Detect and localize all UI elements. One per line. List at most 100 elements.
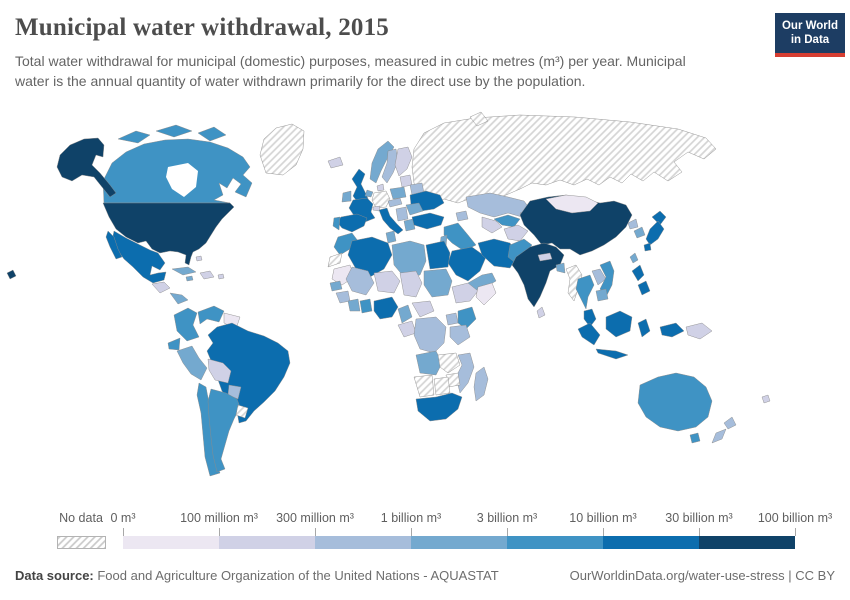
- country-tanzania[interactable]: [449, 324, 471, 346]
- country-drc[interactable]: [413, 316, 447, 354]
- country-nigeria[interactable]: [373, 296, 399, 320]
- country-vietnam[interactable]: [599, 260, 615, 298]
- country-hawaii-usa[interactable]: [6, 269, 17, 280]
- country-jamaica[interactable]: [185, 275, 194, 282]
- country-uk[interactable]: [351, 168, 370, 205]
- country-angola[interactable]: [415, 350, 443, 376]
- country-zambia[interactable]: [437, 352, 461, 374]
- country-nepal[interactable]: [537, 252, 553, 262]
- country-bangladesh[interactable]: [555, 262, 566, 274]
- country-ireland[interactable]: [341, 190, 352, 203]
- country-sweden[interactable]: [381, 148, 399, 184]
- country-tunisia[interactable]: [385, 230, 397, 244]
- country-senegal[interactable]: [329, 280, 343, 292]
- country-hispaniola[interactable]: [199, 270, 215, 280]
- country-mozambique[interactable]: [455, 352, 475, 394]
- country-gabon-congo[interactable]: [397, 320, 417, 338]
- country-uruguay[interactable]: [235, 404, 249, 419]
- country-australia[interactable]: [637, 372, 713, 432]
- legend-color-bin[interactable]: [603, 536, 699, 549]
- footer-link[interactable]: OurWorldinData.org/water-use-stress | CC…: [569, 568, 835, 583]
- country-south-korea[interactable]: [633, 226, 646, 239]
- country-philippines-north[interactable]: [631, 264, 645, 282]
- country-sudan[interactable]: [423, 268, 453, 298]
- country-germany[interactable]: [371, 190, 391, 209]
- country-afghanistan[interactable]: [503, 224, 529, 242]
- country-switzerland[interactable]: [372, 205, 381, 212]
- country-ghana[interactable]: [359, 298, 373, 314]
- legend-color-bin[interactable]: [699, 536, 795, 549]
- country-caucasus[interactable]: [455, 210, 469, 222]
- country-algeria[interactable]: [347, 236, 393, 278]
- country-ivory-coast[interactable]: [347, 298, 361, 312]
- country-venezuela[interactable]: [197, 305, 225, 325]
- country-south-africa[interactable]: [415, 392, 463, 422]
- country-poland[interactable]: [389, 186, 407, 200]
- country-namibia[interactable]: [413, 374, 435, 398]
- country-mongolia[interactable]: [545, 194, 599, 214]
- country-alaska-usa[interactable]: [56, 137, 117, 198]
- country-egypt[interactable]: [425, 240, 451, 270]
- country-thailand[interactable]: [575, 274, 595, 310]
- country-ecuador[interactable]: [167, 337, 181, 351]
- country-benelux[interactable]: [364, 189, 374, 198]
- country-philippines-south[interactable]: [637, 280, 651, 296]
- country-sri-lanka[interactable]: [536, 306, 546, 319]
- legend-color-bin[interactable]: [315, 536, 411, 549]
- country-ethiopia[interactable]: [451, 282, 479, 304]
- country-mali[interactable]: [345, 266, 375, 296]
- country-uzbekistan[interactable]: [493, 214, 521, 228]
- country-japan-honshu[interactable]: [645, 220, 665, 246]
- country-nz-north[interactable]: [723, 416, 737, 430]
- country-argentina[interactable]: [207, 388, 241, 473]
- country-java[interactable]: [595, 348, 629, 360]
- country-paraguay[interactable]: [227, 384, 242, 400]
- country-sulawesi[interactable]: [637, 318, 651, 338]
- country-novaya-zemlya[interactable]: [469, 111, 489, 127]
- legend-color-bin[interactable]: [411, 536, 507, 549]
- country-colombia[interactable]: [173, 307, 200, 342]
- country-italy[interactable]: [378, 207, 404, 235]
- country-balkans[interactable]: [395, 206, 409, 222]
- country-taiwan[interactable]: [629, 252, 639, 264]
- country-saudi-arabia[interactable]: [447, 246, 487, 282]
- country-arctic-islands-3[interactable]: [197, 126, 227, 142]
- country-west-papua[interactable]: [659, 322, 685, 338]
- legend-color-bin[interactable]: [123, 536, 219, 549]
- country-austria-czechia[interactable]: [387, 197, 403, 208]
- country-finland[interactable]: [394, 146, 413, 177]
- country-central-african-republic[interactable]: [411, 300, 435, 318]
- country-baja-mexico[interactable]: [105, 230, 123, 260]
- country-nz-south[interactable]: [711, 428, 727, 444]
- country-somalia[interactable]: [475, 282, 497, 306]
- country-turkmenistan[interactable]: [481, 216, 503, 234]
- country-arctic-islands-1[interactable]: [117, 130, 151, 144]
- country-greenland[interactable]: [259, 123, 305, 176]
- country-malaysia[interactable]: [583, 308, 597, 328]
- country-myanmar[interactable]: [565, 264, 583, 302]
- country-iceland[interactable]: [327, 156, 344, 169]
- country-romania[interactable]: [405, 202, 424, 216]
- country-tasmania[interactable]: [689, 432, 701, 444]
- legend-color-bin[interactable]: [507, 536, 603, 549]
- country-uganda[interactable]: [445, 312, 459, 326]
- country-costa-rica-panama[interactable]: [169, 292, 189, 305]
- country-guatemala-region[interactable]: [151, 281, 171, 294]
- country-chad[interactable]: [399, 270, 423, 298]
- country-arctic-islands-2[interactable]: [155, 124, 193, 138]
- country-spain[interactable]: [336, 213, 368, 233]
- country-cameroon[interactable]: [397, 304, 413, 324]
- legend-color-bin[interactable]: [219, 536, 315, 549]
- country-madagascar[interactable]: [473, 366, 489, 402]
- country-fiji[interactable]: [761, 394, 771, 404]
- country-libya[interactable]: [391, 240, 427, 278]
- country-russia[interactable]: [411, 114, 717, 206]
- country-kenya[interactable]: [457, 306, 477, 330]
- country-peru[interactable]: [176, 345, 208, 381]
- country-borneo[interactable]: [605, 310, 633, 338]
- country-sumatra[interactable]: [577, 322, 601, 346]
- country-turkey[interactable]: [411, 212, 445, 230]
- country-bahamas[interactable]: [195, 255, 203, 262]
- country-bolivia[interactable]: [207, 358, 232, 384]
- owid-logo[interactable]: Our World in Data: [775, 13, 845, 57]
